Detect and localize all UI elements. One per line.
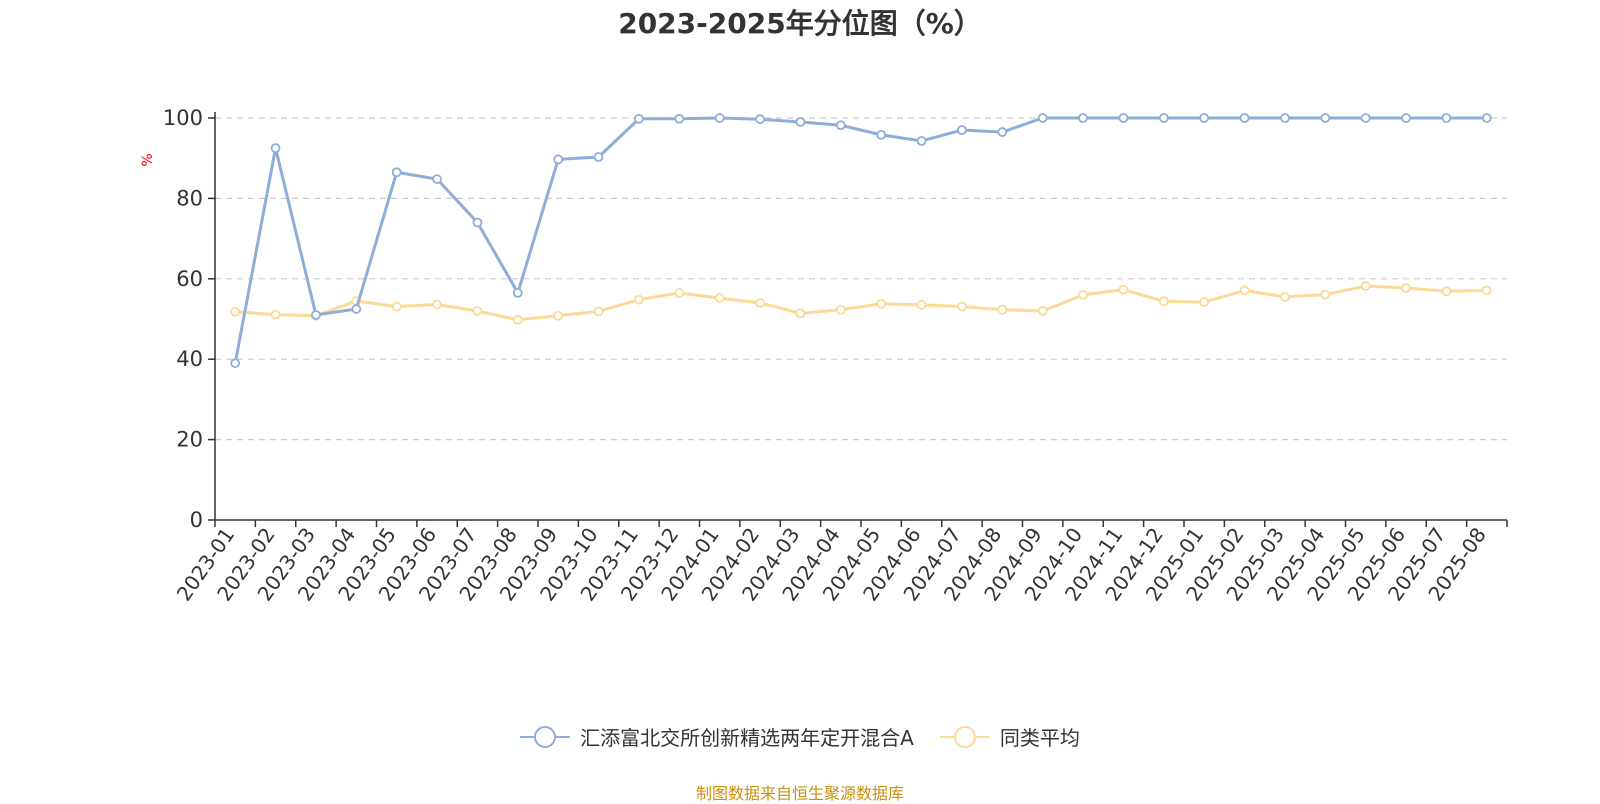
data-point-peer-average[interactable] — [1401, 283, 1411, 293]
data-point-fund[interactable] — [1239, 113, 1250, 123]
data-point-peer-average[interactable] — [593, 306, 604, 317]
data-point-fund[interactable] — [1280, 113, 1290, 123]
data-point-fund[interactable] — [311, 310, 321, 320]
data-point-fund[interactable] — [1401, 113, 1411, 123]
data-point-fund[interactable] — [714, 113, 725, 123]
series-lines — [230, 113, 1492, 369]
data-point-peer-average[interactable] — [432, 299, 442, 310]
data-point-fund[interactable] — [997, 127, 1008, 137]
y-tick-label: 40 — [176, 347, 203, 371]
data-point-fund[interactable] — [1118, 113, 1129, 123]
data-point-peer-average[interactable] — [1037, 306, 1048, 316]
data-point-peer-average[interactable] — [714, 293, 725, 303]
legend-label-peer: 同类平均 — [999, 726, 1080, 750]
data-point-peer-average[interactable] — [1158, 296, 1169, 307]
data-point-fund[interactable] — [391, 167, 402, 178]
series-line-fund — [233, 116, 1487, 364]
chart-title: 2023-2025年分位图（%） — [618, 7, 982, 40]
data-point-peer-average[interactable] — [835, 304, 846, 315]
data-point-peer-average[interactable] — [1441, 286, 1452, 297]
data-point-fund[interactable] — [230, 358, 241, 369]
data-point-fund[interactable] — [1158, 113, 1169, 123]
y-tick-label: 20 — [176, 428, 203, 452]
data-point-fund[interactable] — [1199, 113, 1210, 123]
data-point-peer-average[interactable] — [1118, 284, 1129, 295]
legend-item-peer-average[interactable]: 同类平均 — [939, 722, 1080, 751]
data-point-peer-average[interactable] — [1481, 285, 1492, 296]
data-point-peer-average[interactable] — [997, 304, 1008, 315]
data-point-peer-average[interactable] — [391, 301, 402, 312]
data-point-fund[interactable] — [835, 120, 846, 131]
data-point-peer-average[interactable] — [1239, 285, 1250, 296]
data-point-peer-average[interactable] — [1360, 281, 1371, 291]
data-point-peer-average[interactable] — [957, 301, 967, 312]
data-point-fund[interactable] — [674, 113, 685, 124]
data-point-fund[interactable] — [957, 125, 967, 135]
data-point-fund[interactable] — [795, 117, 806, 127]
data-point-peer-average[interactable] — [674, 287, 685, 298]
data-point-fund[interactable] — [512, 287, 523, 298]
data-point-fund[interactable] — [593, 152, 604, 162]
y-tick-label: 60 — [176, 267, 203, 291]
y-tick-label: 100 — [163, 106, 203, 130]
data-point-fund[interactable] — [432, 174, 442, 185]
data-point-fund[interactable] — [755, 114, 765, 125]
data-point-fund[interactable] — [270, 143, 281, 154]
data-point-peer-average[interactable] — [916, 300, 927, 310]
data-point-peer-average[interactable] — [1320, 289, 1331, 300]
data-point-fund[interactable] — [1078, 113, 1088, 123]
legend-marker-peer-icon — [939, 725, 990, 748]
legend-label-fund: 汇添富北交所创新精选两年定开混合A — [580, 726, 914, 750]
series-line-peer-average — [235, 284, 1487, 322]
axes: 0204060801002023-012023-022023-032023-04… — [163, 106, 1508, 605]
data-point-peer-average[interactable] — [230, 306, 241, 317]
data-point-peer-average[interactable] — [755, 298, 765, 308]
source-note: 制图数据来自恒生聚源数据库 — [695, 784, 904, 803]
data-point-fund[interactable] — [553, 154, 564, 165]
data-point-peer-average[interactable] — [1078, 289, 1088, 300]
legend-item-fund[interactable]: 汇添富北交所创新精选两年定开混合A — [520, 722, 914, 751]
data-point-peer-average[interactable] — [553, 310, 564, 321]
legend: 汇添富北交所创新精选两年定开混合A 同类平均 — [0, 722, 1600, 751]
data-point-fund[interactable] — [634, 113, 644, 124]
data-point-peer-average[interactable] — [512, 314, 523, 325]
data-point-fund[interactable] — [916, 136, 927, 146]
data-point-fund[interactable] — [351, 304, 362, 314]
data-point-fund[interactable] — [472, 217, 483, 228]
y-axis-label: % — [140, 153, 156, 166]
data-point-peer-average[interactable] — [795, 308, 806, 319]
data-point-peer-average[interactable] — [634, 294, 644, 305]
data-point-fund[interactable] — [1037, 113, 1048, 123]
data-point-peer-average[interactable] — [472, 306, 483, 316]
data-point-peer-average[interactable] — [270, 309, 281, 320]
data-point-peer-average[interactable] — [1199, 297, 1210, 308]
data-point-peer-average[interactable] — [876, 298, 887, 309]
data-point-fund[interactable] — [1360, 113, 1371, 123]
y-tick-label: 0 — [190, 508, 203, 532]
y-tick-label: 80 — [176, 186, 203, 210]
data-point-fund[interactable] — [1320, 113, 1331, 123]
grid-lines — [215, 117, 1507, 441]
data-point-fund[interactable] — [1441, 113, 1452, 123]
legend-marker-fund-icon — [520, 725, 571, 748]
data-point-fund[interactable] — [1481, 113, 1492, 123]
data-point-peer-average[interactable] — [1280, 291, 1290, 302]
data-point-fund[interactable] — [876, 129, 887, 140]
